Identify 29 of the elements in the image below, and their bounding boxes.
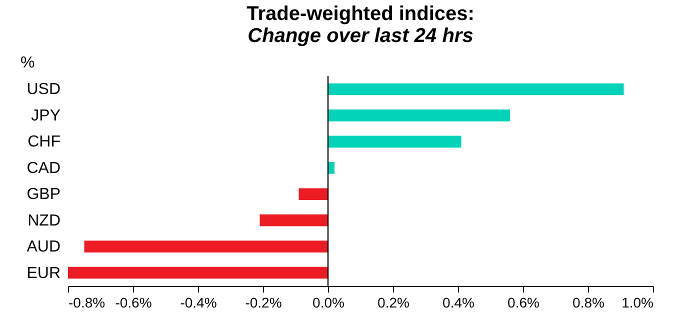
x-tick-label: 0.0% xyxy=(312,294,344,310)
chart-subtitle: Change over last 24 hrs xyxy=(248,25,474,47)
bar xyxy=(298,188,328,200)
x-tick-label: 0.6% xyxy=(508,294,540,310)
chart-title: Trade-weighted indices: xyxy=(246,3,474,25)
x-tick-label: 0.4% xyxy=(442,294,474,310)
y-tick-label: USD xyxy=(26,81,60,98)
x-tick-label: -0.6% xyxy=(115,294,152,310)
bar xyxy=(328,162,334,174)
y-tick-label: CAD xyxy=(26,160,60,177)
x-tick-label: -0.2% xyxy=(245,294,282,310)
y-tick-label: CHF xyxy=(28,134,61,151)
bar xyxy=(328,110,510,122)
bar xyxy=(328,136,462,148)
y-tick-label: NZD xyxy=(28,212,60,230)
bar xyxy=(328,83,624,96)
x-tick-label: 0.2% xyxy=(378,294,410,310)
x-tick-label: -0.8% xyxy=(68,294,106,310)
x-tick-label: -0.4% xyxy=(180,294,217,310)
y-tick-label: JPY xyxy=(31,107,61,124)
y-axis-title: % xyxy=(20,54,35,72)
y-tick-label: GBP xyxy=(26,186,60,204)
bar xyxy=(260,214,328,226)
y-tick-label: AUD xyxy=(26,238,60,256)
x-tick-label: 1.0% xyxy=(622,294,654,310)
y-tick-label: EUR xyxy=(26,264,60,282)
bar xyxy=(68,266,328,279)
bar xyxy=(84,240,328,252)
x-tick-label: 0.8% xyxy=(572,294,604,310)
